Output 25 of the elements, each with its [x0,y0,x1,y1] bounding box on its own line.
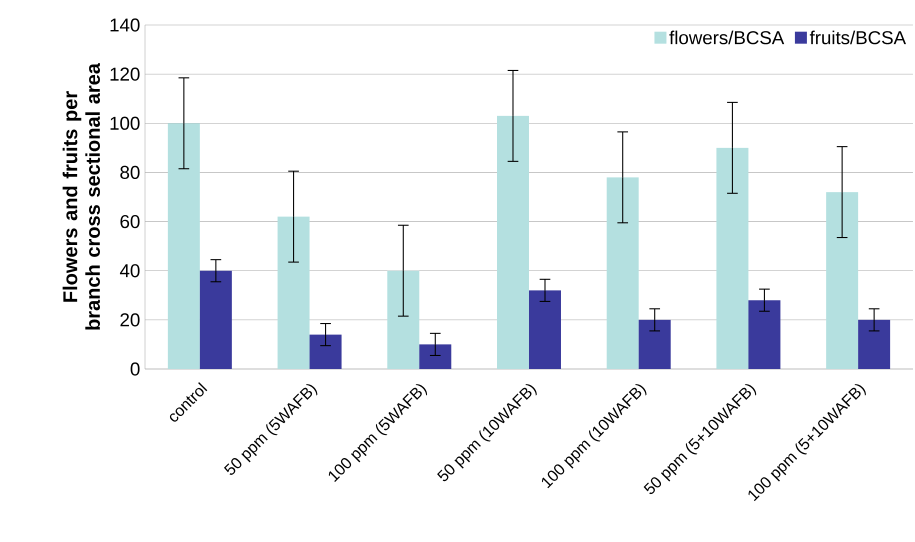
legend-label: fruits/BCSA [810,30,906,44]
bar [200,270,232,369]
y-tick-label: 80 [120,166,140,180]
y-tick-label: 60 [120,214,140,228]
legend-label: flowers/BCSA [669,30,784,44]
bar [168,123,200,369]
bar [496,116,529,369]
y-tick-label: 120 [110,68,140,81]
bar [826,192,858,369]
bar [278,216,310,369]
bar [528,290,561,369]
bar [858,320,890,369]
y-tick-label: 100 [110,116,140,130]
y-tick-label: 140 [110,18,140,32]
y-tick-label: 20 [120,313,140,326]
bar [606,177,639,369]
bar [748,300,780,369]
bar [419,344,452,369]
bar [638,320,671,369]
bar [310,334,342,369]
y-tick-label: 0 [130,362,140,376]
y-tick-label: 40 [120,264,140,278]
bar [387,270,420,369]
y-axis-title: Flowers and fruits per branch cross sectional area [62,62,100,330]
bar [716,148,748,369]
